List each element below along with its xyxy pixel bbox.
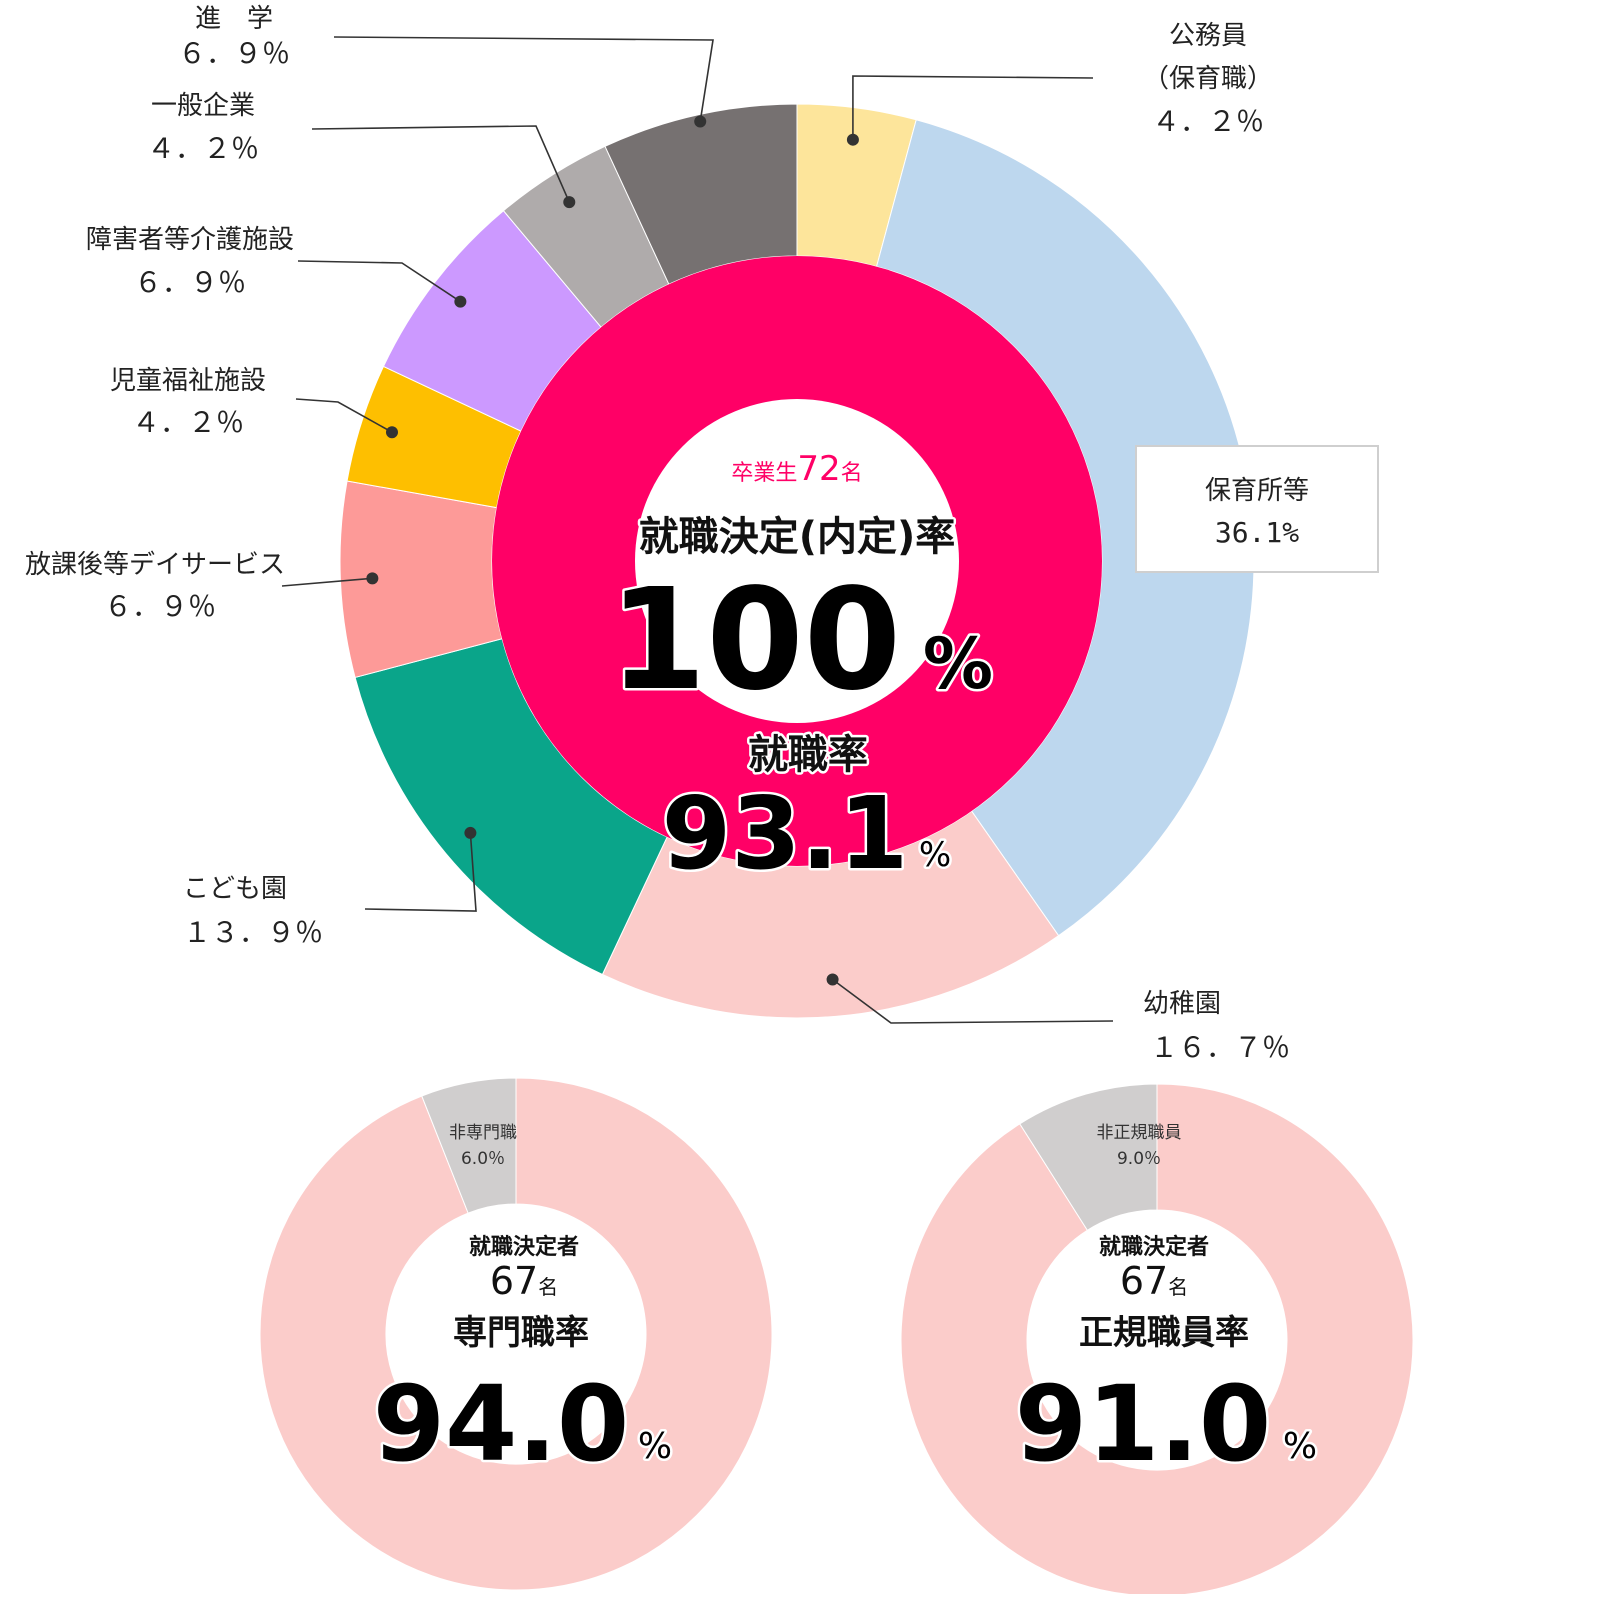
main-leader-lines bbox=[281, 36, 1114, 1024]
leader-line-3 bbox=[364, 832, 477, 912]
slice-label-3: こども園 bbox=[183, 874, 287, 904]
slice-value-3: １３．９％ bbox=[183, 916, 323, 949]
employment-rate-title: 就職率 bbox=[748, 732, 868, 778]
donut-1-count: 67 bbox=[490, 1259, 538, 1303]
donut-1-slice-label-1: 非専門職 bbox=[449, 1123, 517, 1143]
employment-rate-unit: % bbox=[919, 835, 951, 875]
donut-1-slice-value-1: 6.0％ bbox=[461, 1149, 505, 1169]
donut-1-slices bbox=[259, 1077, 773, 1591]
slice-label-1: 保育所等 bbox=[1205, 476, 1309, 506]
leader-line-8 bbox=[333, 36, 714, 122]
donut-2-labels: 非正規職員 9.0％ bbox=[1097, 1123, 1182, 1169]
slice-label-4: 放課後等デイサービス bbox=[25, 550, 285, 580]
graduates-prefix: 卒業生 bbox=[731, 461, 797, 486]
donut-2-rate-title: 正規職員率 bbox=[1079, 1313, 1249, 1353]
donut-1-labels: 非専門職 6.0％ bbox=[449, 1123, 517, 1169]
main-inner-ring bbox=[492, 256, 1102, 866]
graduates-label: 卒業生72名 bbox=[731, 449, 862, 489]
leader-line-0 bbox=[852, 75, 1094, 140]
decision-rate-unit: % bbox=[923, 623, 993, 705]
donut-2-slice-value-1: 9.0％ bbox=[1117, 1149, 1161, 1169]
donut-2-rate-unit: % bbox=[1283, 1426, 1317, 1467]
slice-label-1-box bbox=[1135, 445, 1379, 573]
donut-1-count-suffix: 名 bbox=[538, 1275, 558, 1299]
leader-line-7 bbox=[311, 125, 571, 203]
slice-label-0-line1: 公務員 bbox=[1169, 21, 1247, 51]
donut-2-count-line: 67名 bbox=[1120, 1259, 1188, 1303]
leader-dot-0 bbox=[846, 133, 859, 146]
donut-1-center-title: 就職決定者 bbox=[469, 1234, 579, 1260]
donut-1-rate-unit: % bbox=[638, 1426, 672, 1467]
donut-2-center: 就職決定者 67名 正規職員率 91.0 % bbox=[1012, 1234, 1319, 1488]
employment-rate-value: 93.1 bbox=[662, 775, 909, 892]
donut-1-count-line: 67名 bbox=[490, 1259, 558, 1303]
slice-label-8: 進 学 bbox=[195, 4, 273, 34]
donut-1-rate-title: 専門職率 bbox=[453, 1313, 589, 1353]
leader-dot-6 bbox=[454, 295, 467, 308]
leader-dot-5 bbox=[385, 426, 398, 439]
donut-2-slices bbox=[900, 1083, 1414, 1597]
donut-2-count-suffix: 名 bbox=[1168, 1275, 1188, 1299]
leader-dot-7 bbox=[563, 196, 576, 209]
slice-value-5: ４．２％ bbox=[132, 406, 244, 439]
slice-value-2: １６．７％ bbox=[1150, 1031, 1290, 1064]
leader-dot-8 bbox=[694, 115, 707, 128]
leader-line-5 bbox=[295, 398, 393, 433]
slice-value-4: ６．９％ bbox=[104, 590, 216, 623]
main-center: 卒業生72名 就職決定(内定)率 100 % 就職率 93.1 % bbox=[606, 449, 995, 895]
slice-value-6: ６．９％ bbox=[134, 266, 246, 299]
slice-value-1: 36.1% bbox=[1215, 516, 1299, 549]
main-donut-slices bbox=[339, 103, 1255, 1019]
donut-1-hole bbox=[386, 1204, 646, 1464]
donut-1-rate-value: 94.0 bbox=[373, 1363, 630, 1485]
leader-line-4 bbox=[281, 577, 373, 587]
slice-label-0-line2: （保育職） bbox=[1143, 64, 1273, 94]
slice-label-7: 一般企業 bbox=[151, 91, 255, 121]
donut-2-rate-value: 91.0 bbox=[1015, 1363, 1272, 1485]
donut-2-slice-label-1: 非正規職員 bbox=[1097, 1123, 1182, 1143]
graduates-count: 72 bbox=[797, 449, 840, 489]
decision-rate-value: 100 bbox=[609, 559, 901, 722]
leader-line-6 bbox=[297, 260, 461, 303]
decision-rate-title: 就職決定(内定)率 bbox=[639, 514, 956, 560]
slice-label-2: 幼稚園 bbox=[1143, 989, 1221, 1019]
graduates-suffix: 名 bbox=[841, 461, 863, 486]
leader-dot-3 bbox=[464, 826, 477, 839]
leader-line-2 bbox=[832, 978, 1114, 1024]
main-slice-labels: 公務員 （保育職） ４．２％ 保育所等 36.1% 幼稚園 １６．７％ こども園… bbox=[25, 4, 1379, 1064]
inner-ring-hole bbox=[635, 399, 959, 723]
leader-dot-2 bbox=[826, 973, 839, 986]
slice-value-0: ４．２％ bbox=[1152, 105, 1264, 138]
donut-2-center-title: 就職決定者 bbox=[1099, 1234, 1209, 1260]
slice-label-6: 障害者等介護施設 bbox=[86, 225, 294, 255]
donut-2-hole bbox=[1027, 1210, 1287, 1470]
donut-1-center: 就職決定者 67名 専門職率 94.0 % bbox=[370, 1234, 674, 1488]
leader-dot-4 bbox=[366, 572, 379, 585]
slice-label-5: 児童福祉施設 bbox=[110, 366, 266, 396]
donut-2-count: 67 bbox=[1120, 1259, 1168, 1303]
slice-value-7: ４．２％ bbox=[147, 132, 259, 165]
slice-value-8: ６．９％ bbox=[178, 37, 290, 70]
